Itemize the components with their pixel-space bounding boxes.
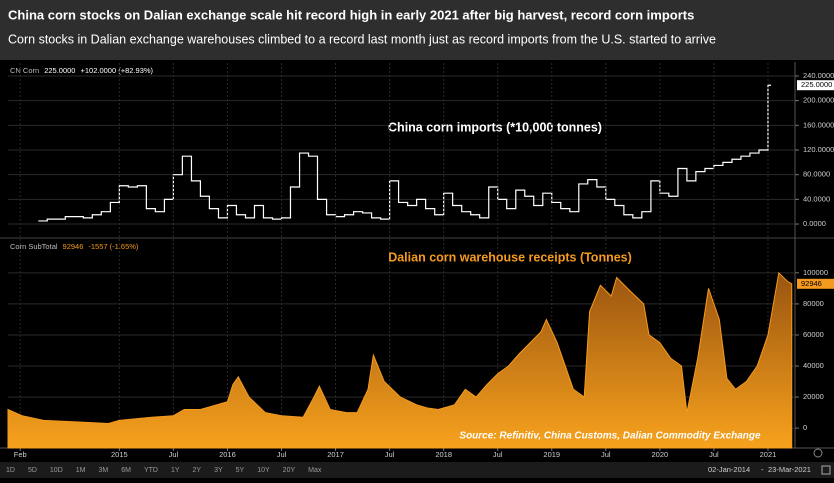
- range-button[interactable]: 1M: [76, 467, 86, 474]
- legend-last: 225.0000: [44, 66, 75, 75]
- header-background: [0, 0, 834, 60]
- range-button[interactable]: 6M: [121, 467, 131, 474]
- y-tick-label: 120.0000: [803, 145, 834, 154]
- y-tick-label: 0: [803, 423, 807, 432]
- calendar-icon[interactable]: [821, 465, 831, 475]
- x-tick-label: Jul: [601, 450, 611, 459]
- range-button[interactable]: 10D: [50, 467, 63, 474]
- y-tick-label: 160.0000: [803, 120, 834, 129]
- x-tick-label: 2018: [435, 450, 452, 459]
- y-tick-label: 200.0000: [803, 96, 834, 105]
- x-tick-label: Feb: [14, 450, 27, 459]
- x-tick-label: 2019: [543, 450, 560, 459]
- x-tick-label: Jul: [277, 450, 287, 459]
- x-tick-label: Jul: [169, 450, 179, 459]
- y-tick-label: 40.0000: [803, 194, 830, 203]
- range-button[interactable]: 20Y: [283, 467, 296, 474]
- x-tick-label: 2021: [760, 450, 777, 459]
- area: [7, 271, 793, 449]
- date-separator: -: [761, 465, 764, 474]
- range-button[interactable]: 2Y: [193, 467, 202, 474]
- range-button[interactable]: YTD: [144, 467, 158, 474]
- y-tick-label: 100000: [803, 268, 828, 277]
- range-button[interactable]: 3Y: [214, 467, 223, 474]
- legend-change: +102.0000 (+82.93%): [80, 66, 153, 75]
- chart-layer: 0.0000 40.0000 80.0000 120.0000 160.0000 200.…: [6, 63, 834, 474]
- x-tick-label: Jul: [709, 450, 719, 459]
- y-tick-label: 20000: [803, 392, 824, 401]
- last-value-label: 92946: [801, 279, 822, 288]
- last-value-tag: [797, 278, 834, 289]
- y-tick-label: 40000: [803, 361, 824, 370]
- range-button[interactable]: 1D: [6, 467, 15, 474]
- y-tick-label: 240.0000: [803, 71, 834, 80]
- y-tick-label: 60000: [803, 330, 824, 339]
- last-value-tag: [797, 80, 834, 91]
- source-note: Source: Refinitiv, China Customs, Dalian…: [459, 431, 761, 442]
- range-button[interactable]: 5Y: [236, 467, 245, 474]
- x-tick-label: 2017: [327, 450, 344, 459]
- x-tick-label: Jul: [493, 450, 503, 459]
- x-tick-label: 2015: [111, 450, 128, 459]
- y-tick-label: 80.0000: [803, 170, 830, 179]
- legend-last: 92946: [63, 242, 84, 251]
- legend-name: Corn SubTotal: [10, 242, 58, 251]
- x-tick-label: 2016: [219, 450, 236, 459]
- date-to[interactable]: 23-Mar-2021: [768, 465, 811, 474]
- title: China corn stocks on Dalian exchange sca…: [8, 7, 694, 22]
- range-button[interactable]: 3M: [98, 467, 108, 474]
- legend-change: -1557 (-1.65%): [88, 242, 139, 251]
- legend-name: CN Corn: [10, 66, 39, 75]
- range-button[interactable]: 5D: [28, 467, 37, 474]
- annotation: China corn imports (*10,000 tonnes): [388, 120, 602, 134]
- date-from[interactable]: 02-Jan-2014: [708, 465, 750, 474]
- annotation: Dalian corn warehouse receipts (Tonnes): [388, 250, 632, 264]
- x-tick-label: 2020: [652, 450, 669, 459]
- toolbar-background: [0, 462, 834, 478]
- step-line: [38, 84, 771, 222]
- y-tick-label: 0.0000: [803, 219, 826, 228]
- last-value-label: 225.0000: [801, 80, 832, 89]
- subtitle: Corn stocks in Dalian exchange warehouse…: [8, 32, 716, 46]
- y-tick-label: 80000: [803, 299, 824, 308]
- range-button[interactable]: Max: [308, 467, 322, 474]
- settings-icon[interactable]: [813, 448, 823, 458]
- range-button[interactable]: 1Y: [171, 467, 180, 474]
- x-tick-label: Jul: [385, 450, 395, 459]
- range-button[interactable]: 10Y: [257, 467, 270, 474]
